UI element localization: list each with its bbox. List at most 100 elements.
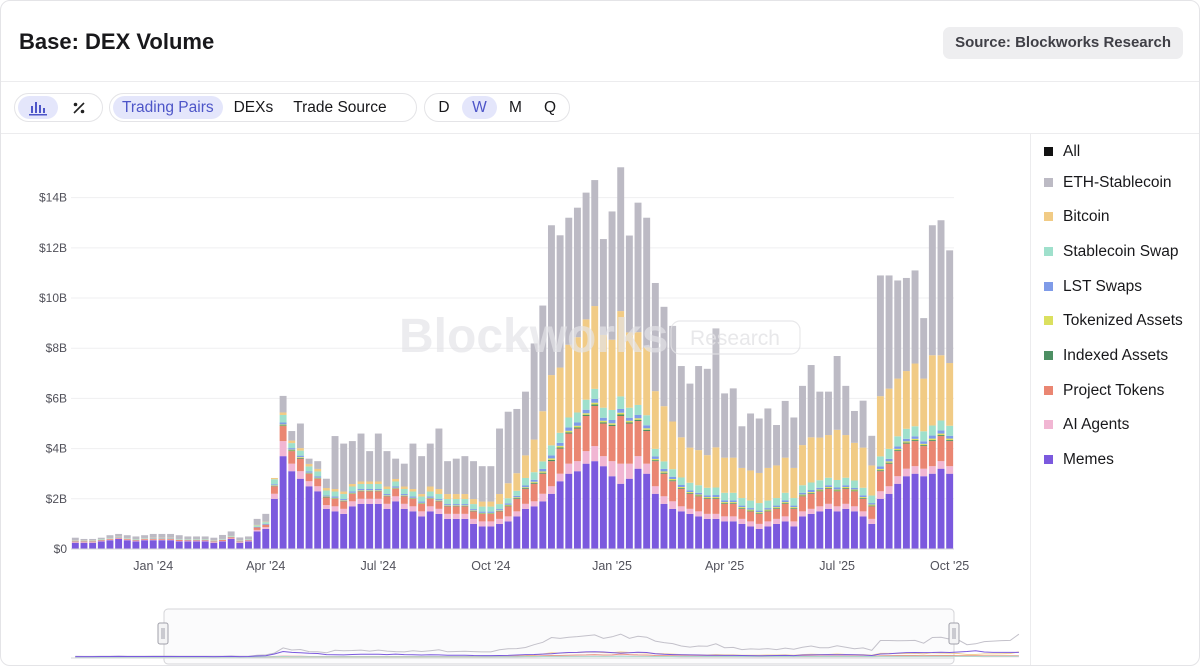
bar-stack[interactable] [478, 466, 486, 549]
bar-stack[interactable] [573, 207, 581, 549]
bar-stack[interactable] [444, 461, 452, 549]
bar-chart-icon[interactable] [18, 96, 58, 119]
bar-stack[interactable] [366, 451, 374, 549]
bar-stack[interactable] [97, 537, 105, 549]
tab-trading-pairs[interactable]: Trading Pairs [113, 96, 223, 119]
bar-stack[interactable] [799, 385, 806, 549]
bar-stack[interactable] [677, 366, 685, 549]
bar-stack[interactable] [504, 411, 512, 549]
bar-stack[interactable] [279, 395, 287, 549]
bar-stack[interactable] [816, 391, 824, 549]
bar-stack[interactable] [513, 408, 521, 549]
bar-stack[interactable] [547, 225, 555, 549]
bar-stack[interactable] [409, 443, 417, 549]
bar-stack[interactable] [920, 318, 928, 549]
bar-stack[interactable] [227, 531, 235, 549]
interval-m[interactable]: M [509, 99, 522, 116]
bar-stack[interactable] [582, 192, 590, 549]
bar-stack[interactable] [470, 461, 478, 549]
bar-stack[interactable] [392, 458, 400, 549]
bar-stack[interactable] [452, 458, 460, 549]
bar-stack[interactable] [175, 535, 183, 549]
bar-stack[interactable] [115, 533, 123, 549]
bar-stack[interactable] [928, 225, 936, 549]
bar-stack[interactable] [348, 441, 356, 549]
bar-stack[interactable] [80, 538, 88, 549]
bar-stack[interactable] [902, 277, 910, 549]
bar-stack[interactable] [158, 533, 166, 549]
bar-stack[interactable] [296, 423, 304, 549]
bar-stack[interactable] [253, 518, 261, 549]
tab-dexs[interactable]: DEXs [233, 99, 274, 116]
range-handle-right[interactable] [948, 622, 960, 645]
bar-stack[interactable] [729, 388, 737, 549]
bar-stack[interactable] [625, 235, 633, 549]
bar-stack[interactable] [340, 443, 348, 549]
bar-stack[interactable] [461, 456, 469, 549]
bar-stack[interactable] [643, 217, 651, 549]
bar-stack[interactable] [435, 428, 443, 549]
bar-stack[interactable] [712, 328, 720, 549]
bar-stack[interactable] [937, 220, 945, 549]
bar-stack[interactable] [331, 436, 339, 549]
bar-stack[interactable] [193, 536, 200, 549]
legend-item[interactable]: Bitcoin [1044, 208, 1110, 225]
bar-stack[interactable] [773, 425, 780, 549]
bar-stack[interactable] [123, 535, 131, 549]
legend-item[interactable]: ETH-Stablecoin [1044, 174, 1172, 191]
bar-stack[interactable] [496, 428, 503, 549]
bar-stack[interactable] [132, 536, 140, 549]
interval-q[interactable]: Q [543, 99, 557, 116]
bar-stack[interactable] [288, 431, 296, 549]
bar-stack[interactable] [245, 536, 252, 549]
legend-item[interactable]: LST Swaps [1044, 278, 1142, 295]
bar-stack[interactable] [660, 306, 668, 549]
bar-stack[interactable] [859, 400, 867, 549]
bar-stack[interactable] [790, 417, 798, 549]
legend-item[interactable]: Indexed Assets [1044, 347, 1168, 364]
bar-stack[interactable] [591, 180, 599, 549]
bar-stack[interactable] [106, 535, 114, 549]
bar-stack[interactable] [911, 270, 919, 549]
bar-stack[interactable] [885, 275, 893, 549]
tab-trade-source[interactable]: Trade Source [293, 99, 387, 116]
bar-stack[interactable] [634, 202, 642, 549]
bar-stack[interactable] [322, 478, 330, 549]
range-handle-left[interactable] [157, 622, 169, 645]
bar-stack[interactable] [850, 410, 858, 549]
bar-stack[interactable] [946, 250, 954, 549]
bar-stack[interactable] [184, 536, 192, 549]
bar-stack[interactable] [426, 443, 434, 549]
bar-stack[interactable] [703, 368, 711, 549]
bar-stack[interactable] [747, 413, 755, 549]
bar-stack[interactable] [833, 356, 841, 549]
bar-stack[interactable] [695, 366, 703, 549]
legend-item[interactable]: All [1044, 143, 1080, 160]
bar-stack[interactable] [608, 211, 616, 549]
legend-item[interactable]: Tokenized Assets [1044, 312, 1183, 329]
interval-d[interactable]: D [438, 99, 450, 116]
bar-stack[interactable] [305, 458, 313, 549]
legend-item[interactable]: Stablecoin Swap [1044, 243, 1178, 260]
bar-stack[interactable] [825, 391, 832, 549]
bar-stack[interactable] [669, 325, 677, 549]
bar-stack[interactable] [842, 385, 850, 549]
percent-icon[interactable] [60, 96, 100, 119]
bar-stack[interactable] [357, 433, 365, 549]
bar-stack[interactable] [755, 418, 763, 549]
bar-stack[interactable] [781, 400, 789, 549]
bar-stack[interactable] [262, 513, 270, 549]
bar-stack[interactable] [599, 239, 607, 549]
bar-stack[interactable] [89, 538, 97, 549]
bar-stack[interactable] [686, 383, 694, 549]
bar-stack[interactable] [236, 537, 244, 549]
bar-stack[interactable] [219, 534, 226, 549]
bar-stack[interactable] [617, 167, 625, 549]
bar-stack[interactable] [167, 533, 175, 549]
legend-item[interactable]: Memes [1044, 451, 1114, 468]
range-navigator[interactable] [71, 608, 1020, 665]
bar-stack[interactable] [71, 537, 79, 549]
bar-stack[interactable] [721, 393, 729, 549]
bar-stack[interactable] [876, 275, 884, 549]
bar-stack[interactable] [400, 463, 408, 549]
